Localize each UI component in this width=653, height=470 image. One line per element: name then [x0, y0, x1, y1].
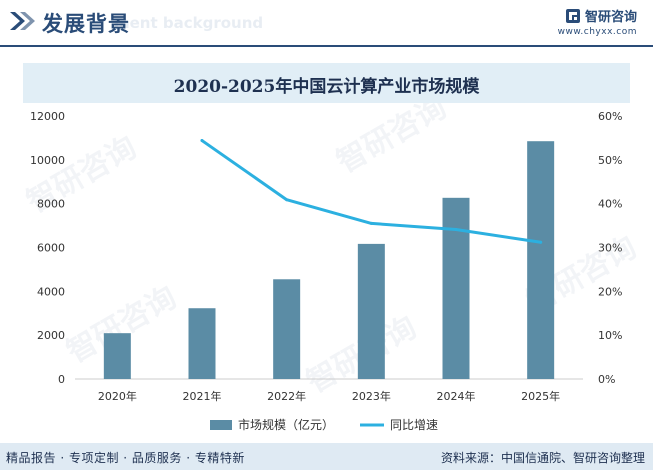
- brand-logo: 智研咨询 www.chyxx.com: [558, 6, 637, 37]
- y-tick-left: 4000: [37, 285, 65, 298]
- line-point: [454, 228, 458, 232]
- header: ment background 发展背景 智研咨询 www.chyxx.com: [0, 0, 653, 47]
- footer-tagline: 精品报告 · 专项定制 · 品质服务 · 专精特新: [6, 451, 245, 465]
- chart-title-band: 2020-2025年中国云计算产业市场规模: [23, 63, 630, 103]
- x-tick-label: 2023年: [352, 389, 391, 403]
- y-tick-right: 50%: [598, 154, 622, 167]
- y-tick-left: 6000: [37, 242, 65, 255]
- series-line: [200, 139, 543, 244]
- double-chevron-icon: [10, 12, 35, 30]
- y-tick-left: 0: [58, 373, 65, 386]
- y-tick-left: 8000: [37, 198, 65, 211]
- bar: [357, 243, 385, 379]
- y-tick-right: 20%: [598, 285, 622, 298]
- x-tick-label: 2021年: [183, 389, 222, 403]
- legend-swatch-bar: [210, 420, 232, 430]
- header-ghost-text: ment background: [114, 14, 264, 32]
- line-point: [285, 198, 289, 202]
- brand-url: www.chyxx.com: [557, 27, 637, 37]
- x-tick-label: 2025年: [521, 389, 560, 403]
- line-point: [369, 221, 373, 225]
- line-point: [539, 240, 543, 244]
- bar: [273, 279, 301, 379]
- y-tick-left: 10000: [30, 154, 65, 167]
- y-tick-right: 60%: [598, 110, 622, 123]
- x-tick-label: 2020年: [98, 389, 137, 403]
- x-tick-label: 2024年: [437, 389, 476, 403]
- x-tick-label: 2022年: [267, 389, 306, 403]
- bar: [103, 333, 131, 379]
- y-tick-right: 40%: [598, 198, 622, 211]
- y-tick-right: 10%: [598, 329, 622, 342]
- y-tick-right: 30%: [598, 242, 622, 255]
- page-title: 发展背景: [42, 11, 130, 36]
- y-tick-left: 12000: [30, 110, 65, 123]
- brand-name: 智研咨询: [584, 10, 637, 25]
- y-tick-right: 0%: [598, 373, 615, 386]
- bar: [527, 141, 555, 379]
- legend-label-line: 同比增速: [390, 418, 438, 432]
- footer-source: 资料来源：中国信通院、智研咨询整理: [440, 451, 645, 465]
- footer: 精品报告 · 专项定制 · 品质服务 · 专精特新 资料来源：中国信通院、智研咨…: [0, 443, 653, 470]
- brand-logo-icon: [565, 8, 580, 23]
- bar: [442, 197, 470, 379]
- chart-title: 2020-2025年中国云计算产业市场规模: [173, 77, 480, 97]
- legend-label-bar: 市场规模（亿元）: [238, 417, 334, 432]
- line-point: [200, 139, 204, 143]
- bar: [188, 308, 216, 379]
- y-tick-left: 2000: [37, 329, 65, 342]
- header-divider: [0, 45, 653, 47]
